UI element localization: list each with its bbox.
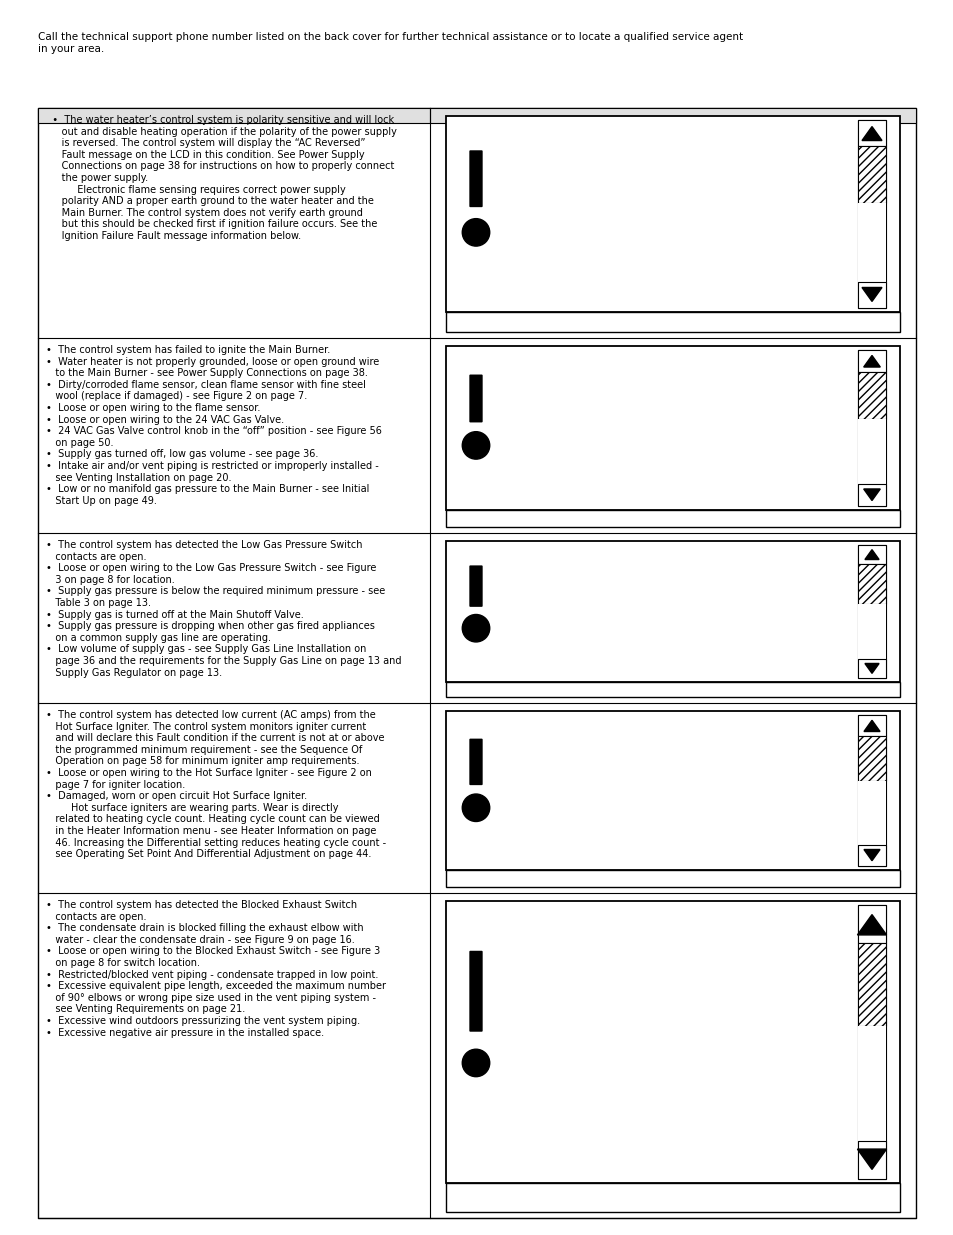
- Bar: [857, 350, 885, 372]
- Polygon shape: [857, 1149, 885, 1170]
- Bar: [446, 682, 899, 697]
- Bar: [857, 604, 885, 659]
- Bar: [446, 711, 899, 869]
- Circle shape: [462, 219, 489, 246]
- Bar: [857, 203, 885, 282]
- Text: •  The control system has detected the Low Gas Pressure Switch
   contacts are o: • The control system has detected the Lo…: [46, 540, 401, 678]
- Bar: [446, 312, 899, 332]
- Bar: [857, 715, 885, 736]
- Polygon shape: [862, 126, 882, 141]
- Bar: [857, 146, 885, 203]
- Polygon shape: [857, 915, 885, 935]
- Bar: [446, 541, 899, 682]
- Bar: [857, 120, 885, 146]
- Bar: [857, 545, 885, 563]
- Bar: [857, 905, 885, 1179]
- Circle shape: [462, 1050, 489, 1077]
- Text: •  The control system has failed to ignite the Main Burner.
•  Water heater is n: • The control system has failed to ignit…: [46, 345, 381, 506]
- Bar: [446, 116, 899, 312]
- Bar: [446, 902, 899, 1183]
- Polygon shape: [862, 356, 880, 367]
- Bar: [446, 1183, 899, 1212]
- Bar: [857, 944, 885, 1025]
- Circle shape: [462, 615, 489, 642]
- Bar: [446, 346, 899, 510]
- Polygon shape: [862, 288, 882, 301]
- Bar: [857, 1141, 885, 1179]
- FancyBboxPatch shape: [469, 151, 482, 207]
- Bar: [857, 120, 885, 308]
- Bar: [446, 869, 899, 887]
- Circle shape: [462, 794, 489, 821]
- Text: •  The control system has detected low current (AC amps) from the
   Hot Surface: • The control system has detected low cu…: [46, 710, 386, 860]
- Polygon shape: [863, 720, 879, 731]
- Polygon shape: [862, 489, 880, 500]
- Bar: [857, 1025, 885, 1141]
- Bar: [857, 905, 885, 944]
- Bar: [857, 545, 885, 678]
- Bar: [857, 659, 885, 678]
- Bar: [857, 419, 885, 484]
- Text: •  The water heater’s control system is polarity sensitive and will lock
     ou: • The water heater’s control system is p…: [46, 115, 396, 241]
- FancyBboxPatch shape: [469, 739, 482, 785]
- Bar: [857, 350, 885, 506]
- Bar: [857, 372, 885, 419]
- FancyBboxPatch shape: [469, 374, 482, 422]
- Polygon shape: [863, 850, 879, 861]
- Bar: [857, 845, 885, 866]
- FancyBboxPatch shape: [469, 951, 482, 1031]
- Circle shape: [462, 432, 489, 459]
- Bar: [857, 782, 885, 845]
- Polygon shape: [864, 663, 878, 673]
- Polygon shape: [864, 550, 878, 559]
- Text: •  The control system has detected the Blocked Exhaust Switch
   contacts are op: • The control system has detected the Bl…: [46, 900, 386, 1037]
- Text: Call the technical support phone number listed on the back cover for further tec: Call the technical support phone number …: [38, 32, 742, 53]
- Bar: [38, 107, 915, 124]
- Bar: [38, 107, 915, 1218]
- Bar: [857, 736, 885, 782]
- Bar: [857, 282, 885, 308]
- Bar: [857, 563, 885, 604]
- FancyBboxPatch shape: [469, 566, 482, 606]
- Bar: [857, 484, 885, 506]
- Bar: [446, 510, 899, 527]
- Bar: [857, 715, 885, 866]
